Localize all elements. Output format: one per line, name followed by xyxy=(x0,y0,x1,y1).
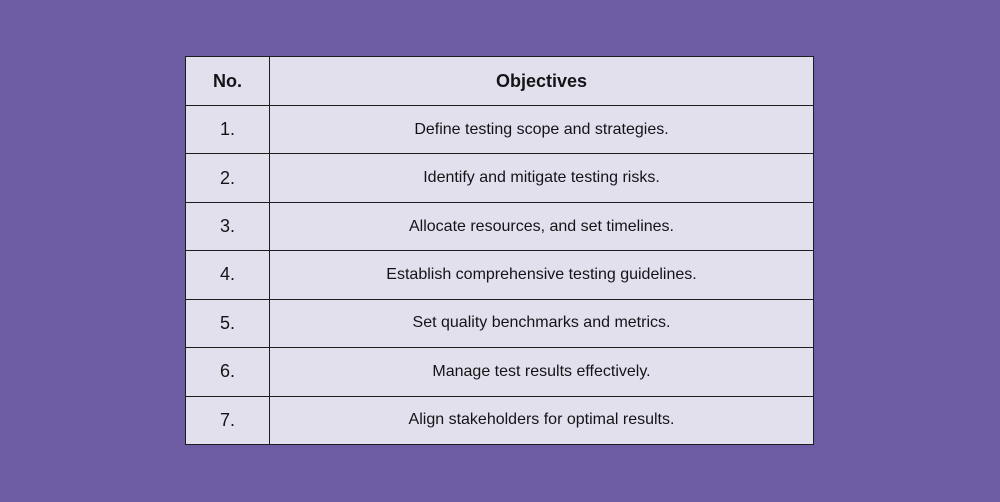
row-number: 6. xyxy=(185,347,270,397)
row-objective: Define testing scope and strategies. xyxy=(269,104,814,155)
row-number: 7. xyxy=(185,395,270,446)
table-row: 2. Identify and mitigate testing risks. xyxy=(185,153,814,203)
row-number: 1. xyxy=(185,104,270,155)
table-row: 7. Align stakeholders for optimal result… xyxy=(185,395,814,446)
objectives-table: No. Objectives 1. Define testing scope a… xyxy=(185,56,814,446)
row-objective: Manage test results effectively. xyxy=(269,347,814,397)
header-cell-objectives: Objectives xyxy=(269,56,814,106)
header-cell-no: No. xyxy=(185,56,270,106)
row-number: 3. xyxy=(185,201,270,252)
table-row: 5. Set quality benchmarks and metrics. xyxy=(185,298,814,349)
table-row: 6. Manage test results effectively. xyxy=(185,347,814,397)
row-number: 4. xyxy=(185,250,270,300)
header-row: No. Objectives xyxy=(185,56,814,106)
row-objective: Identify and mitigate testing risks. xyxy=(269,153,814,203)
table-row: 4. Establish comprehensive testing guide… xyxy=(185,250,814,300)
table-row: 3. Allocate resources, and set timelines… xyxy=(185,201,814,252)
row-number: 2. xyxy=(185,153,270,203)
table-row: 1. Define testing scope and strategies. xyxy=(185,104,814,155)
row-objective: Allocate resources, and set timelines. xyxy=(269,201,814,252)
row-objective: Align stakeholders for optimal results. xyxy=(269,395,814,446)
row-number: 5. xyxy=(185,298,270,349)
row-objective: Set quality benchmarks and metrics. xyxy=(269,298,814,349)
row-objective: Establish comprehensive testing guidelin… xyxy=(269,250,814,300)
